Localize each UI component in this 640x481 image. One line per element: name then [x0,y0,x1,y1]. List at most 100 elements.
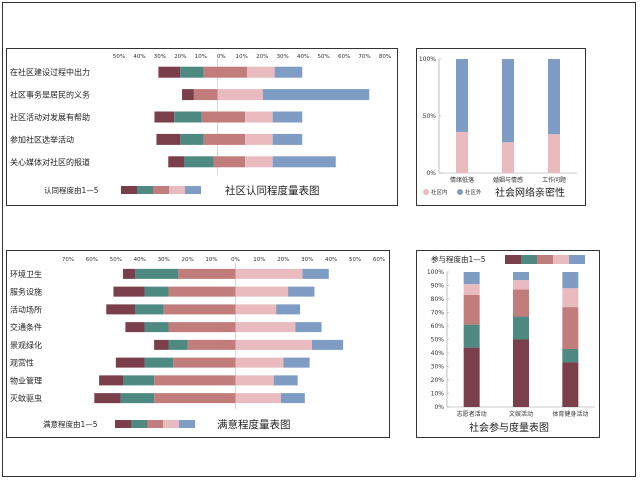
bar-segment-level-2 [134,268,179,279]
bar-segment-1 [562,362,579,407]
bar-segment-level-5 [288,286,315,297]
bar-segment-level-1 [123,268,135,279]
y-tick-label: 30% [431,364,445,371]
bar-segment-level-4 [235,268,303,279]
y-tick-label: 50% [431,337,445,344]
y-tick-label: 50% [423,113,437,120]
bar-segment-level-1 [154,111,175,123]
category-label: 观赏性 [10,358,34,368]
legend-label: 参与程度由1—5 [431,254,486,264]
chart-title: 满意程度量表图 [217,418,291,431]
bar-segment-level-4 [235,357,284,368]
bar-segment-level-3 [201,111,246,123]
bar-segment-level-2 [144,286,169,297]
x-tick-label: 30% [158,257,170,263]
x-tick-label: 20% [174,54,186,60]
bar-segment-level-4 [217,89,263,101]
legend-swatch-level-1 [121,186,137,194]
x-tick-label: 10% [195,54,207,60]
bar-segment-level-1 [168,156,185,168]
y-tick-label: 20% [431,377,445,384]
bar-segment-level-3 [193,89,218,101]
category-label: 服务设施 [10,287,42,297]
category-label: 参加社区选举活动 [10,134,74,144]
legend-swatch-level-3 [153,186,169,194]
bar-segment-level-5 [276,304,301,315]
category-label: 环境卫生 [10,269,42,279]
bar-segment-level-5 [262,89,370,101]
bar-segment-1 [463,347,480,407]
bar-segment-4 [513,280,529,290]
legend-entry: 社区内 [431,188,448,196]
x-tick-label: 30% [277,54,289,60]
bar-segment-level-4 [235,322,296,333]
bar-segment-level-1 [99,375,124,386]
x-tick-label: 60% [373,257,385,263]
category-label: 情绪低落 [450,176,474,184]
x-tick-label: 20% [181,257,193,263]
legend-marker-1 [423,189,429,195]
category-label: 关心媒体对社区的报道 [10,157,90,167]
category-label: 志愿者活动 [457,410,487,418]
bar-segment-level-5 [274,66,303,78]
x-tick-label: 60% [338,54,350,60]
bar-segment-2 [562,348,579,363]
bar-segment-level-5 [272,156,336,168]
x-tick-label: 40% [134,257,146,263]
bar-segment-level-2 [120,393,155,404]
x-tick-label: 40% [325,257,337,263]
bar-segment-level-4 [245,133,273,145]
legend-swatch-level-2 [521,255,537,264]
bar-segment-level-1 [154,339,169,350]
category-label: 在社区建设过程中出力 [10,67,90,77]
bar-segment-2 [463,324,480,348]
y-tick-label: 100% [419,56,436,63]
bar-segment-level-2 [123,375,155,386]
participation-panel: 参与程度由1—5 0% 10% 20% 30% 40% 50% 60% 70% 80% 90% 100… [416,250,600,438]
y-tick-label: 100% [427,269,444,276]
bar-segment-5 [463,272,480,285]
bar-segment-1 [502,142,514,173]
bar-segment-2 [502,59,514,143]
satisfaction-identity-panel: 50% 40% 30% 20% 10% 0% 10% 20% 30% 40% 50% 60% 70% 80… [6,48,398,206]
category-label: 景观绿化 [10,340,42,350]
legend-label: 认同程度由1—5 [44,185,99,195]
bar-segment-level-3 [163,304,236,315]
x-tick-label: 50% [317,54,329,60]
x-tick-label: 40% [133,54,145,60]
legend-swatch-level-1 [115,420,131,428]
x-tick-label: 70% [62,257,74,263]
x-tick-label: 40% [297,54,309,60]
legend-marker-2 [457,189,463,195]
bar-segment-1 [513,339,529,407]
legend-swatch-level-5 [179,420,195,428]
y-tick-label: 80% [431,296,445,303]
bar-segment-level-1 [156,133,181,145]
category-label: 工作问题 [542,176,566,184]
x-tick-label: 70% [358,54,370,60]
bar-segment-level-1 [113,286,145,297]
x-tick-label: 50% [349,257,361,263]
bar-segment-level-5 [312,339,344,350]
chart-title: 社区认同程度量表图 [225,184,320,197]
bar-segment-level-3 [168,322,236,333]
bar-segment-level-4 [245,156,273,168]
legend-swatch-level-5 [185,186,201,194]
chart-title: 社会网络亲密性 [495,186,565,199]
bar-segment-level-3 [213,156,246,168]
bar-segment-level-2 [144,357,174,368]
bar-segment-level-1 [158,66,181,78]
legend-swatch-level-3 [537,255,553,264]
y-tick-label: 90% [431,283,445,290]
bar-segment-level-4 [235,286,289,297]
bar-segment-level-1 [115,357,145,368]
bar-segment-level-3 [187,339,236,350]
satisfaction-chart: 70% 60% 50% 40% 30% 20% 10% 0% 10% 20% 30% 40% 50% 60… [10,257,385,431]
bar-segment-level-2 [184,156,214,168]
bar-segment-level-5 [283,357,310,368]
legend-swatch-level-4 [553,255,569,264]
bar-segment-level-3 [154,375,236,386]
category-label: 体育健身活动 [552,410,588,418]
legend-swatch-level-1 [505,255,521,264]
bar-segment-level-5 [273,375,298,386]
